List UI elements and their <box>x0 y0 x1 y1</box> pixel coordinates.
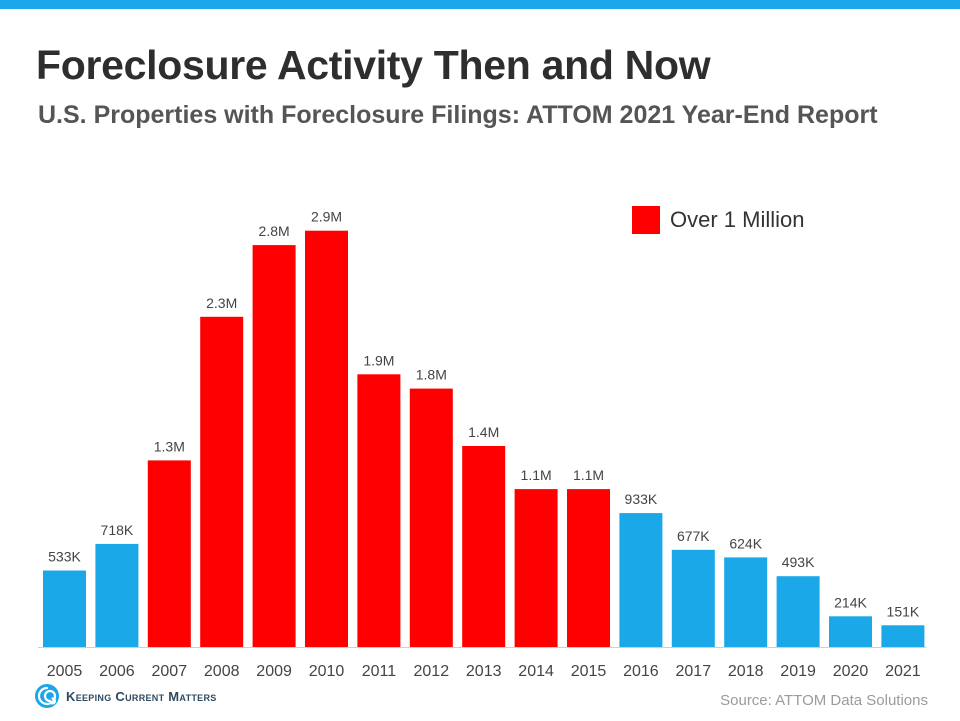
data-label-2010: 2.9M <box>311 209 342 225</box>
x-tick-2021: 2021 <box>885 663 921 680</box>
bar-2007 <box>147 460 191 647</box>
x-tick-2019: 2019 <box>780 663 816 680</box>
bar-2016 <box>619 513 663 647</box>
data-label-2006: 718K <box>101 522 134 538</box>
x-tick-2018: 2018 <box>728 663 764 680</box>
x-tick-2014: 2014 <box>518 663 554 680</box>
kcm-swirl-logo-icon <box>35 684 59 708</box>
source-note: Source: ATTOM Data Solutions <box>720 692 928 709</box>
x-tick-2012: 2012 <box>414 663 450 680</box>
legend-swatch <box>632 206 660 234</box>
x-tick-2013: 2013 <box>466 663 502 680</box>
bar-2021 <box>881 625 925 647</box>
x-tick-labels-group: 2005 2006 2007 2008 2009 2010 2011 2012 2013 2014… <box>47 663 921 680</box>
bar-2010 <box>305 230 348 647</box>
x-tick-2007: 2007 <box>152 663 188 680</box>
x-tick-2015: 2015 <box>571 663 607 680</box>
bar-2012 <box>409 388 453 647</box>
data-label-2008: 2.3M <box>206 295 237 311</box>
bar-2008 <box>200 316 244 647</box>
data-label-2014: 1.1M <box>521 467 552 483</box>
x-tick-2020: 2020 <box>833 663 869 680</box>
data-label-2009: 2.8M <box>259 223 290 239</box>
bar-2005 <box>43 570 86 647</box>
data-label-2015: 1.1M <box>573 467 604 483</box>
brand-name: Keeping Current Matters <box>66 688 217 704</box>
data-label-2007: 1.3M <box>154 438 185 454</box>
data-label-2021: 151K <box>887 603 920 619</box>
bar-2013 <box>462 446 506 647</box>
x-tick-2008: 2008 <box>204 663 240 680</box>
bar-2020 <box>829 616 872 647</box>
bars-group <box>43 230 925 647</box>
x-tick-2010: 2010 <box>309 663 345 680</box>
data-label-2005: 533K <box>48 549 81 565</box>
bar-2019 <box>776 576 820 647</box>
x-tick-2017: 2017 <box>676 663 712 680</box>
x-tick-2011: 2011 <box>362 663 397 680</box>
chart-title: Foreclosure Activity Then and Now <box>36 42 711 88</box>
bar-2014 <box>514 489 558 647</box>
data-label-2020: 214K <box>834 594 867 610</box>
x-tick-2006: 2006 <box>99 663 135 680</box>
bar-2011 <box>357 374 401 647</box>
brand-logo: Keeping Current Matters <box>34 683 217 709</box>
bar-2009 <box>252 245 296 647</box>
bar-2006 <box>95 543 139 647</box>
legend-label: Over 1 Million <box>670 207 805 232</box>
data-label-2017: 677K <box>677 528 710 544</box>
top-accent-bar <box>0 0 960 9</box>
x-tick-2016: 2016 <box>623 663 659 680</box>
data-label-2012: 1.8M <box>416 367 447 383</box>
bar-2017 <box>671 549 715 647</box>
x-tick-2005: 2005 <box>47 663 83 680</box>
bar-labels-group: 533K 718K 1.3M 2.3M 2.8M 2.9M 1.9M 1.8M 1.4M 1.1M… <box>48 209 920 620</box>
chart-subtitle: U.S. Properties with Foreclosure Filings… <box>38 101 878 129</box>
bar-2018 <box>724 557 768 647</box>
data-label-2019: 493K <box>782 554 815 570</box>
data-label-2018: 624K <box>729 535 762 551</box>
data-label-2016: 933K <box>625 491 658 507</box>
data-label-2013: 1.4M <box>468 424 499 440</box>
bar-2015 <box>567 489 610 647</box>
x-tick-2009: 2009 <box>256 663 292 680</box>
legend: Over 1 Million <box>632 206 804 234</box>
data-label-2011: 1.9M <box>363 352 394 368</box>
